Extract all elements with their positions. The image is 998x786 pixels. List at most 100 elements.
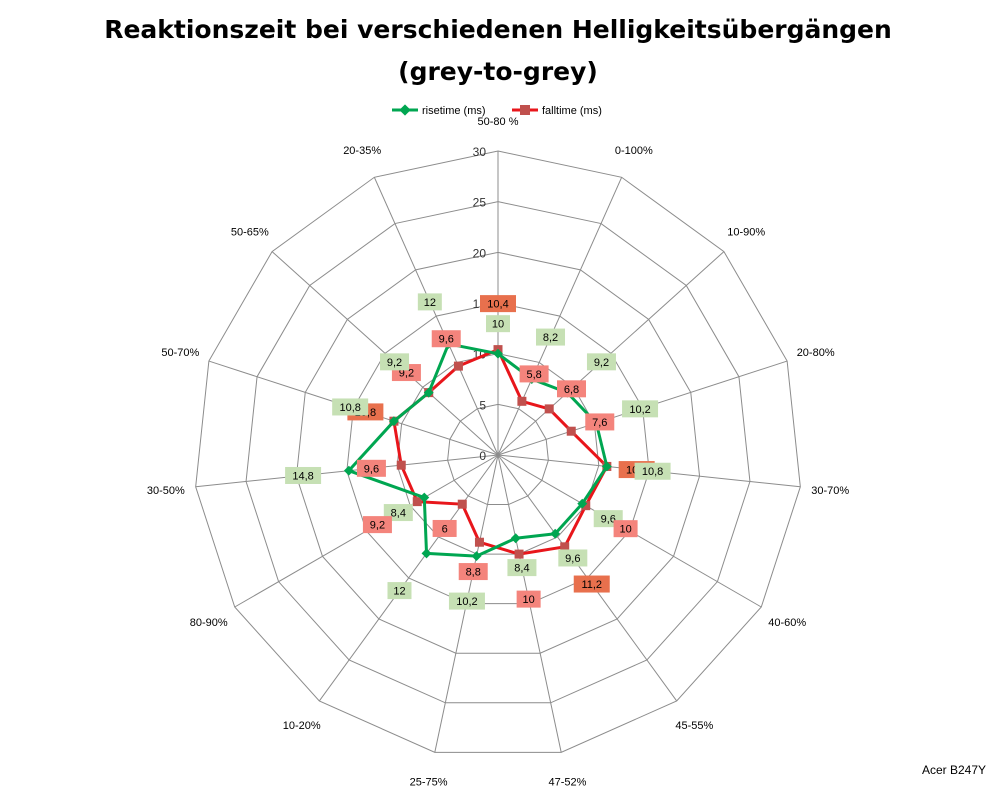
falltime-point [560, 542, 570, 552]
data-label-text: 8,4 [391, 508, 406, 520]
chart-title-line1: Reaktionszeit bei verschiedenen Helligke… [104, 15, 892, 44]
falltime-data-label: 10 [613, 520, 638, 538]
risetime-point [388, 416, 399, 427]
falltime-data-label: 9,6 [431, 330, 461, 348]
data-label-box [507, 559, 537, 577]
data-label-text: 8,8 [466, 567, 481, 579]
data-label-box [519, 365, 549, 383]
series-falltime [389, 345, 612, 559]
risetime-data-label: 14,8 [285, 466, 322, 484]
data-label-box [613, 520, 638, 538]
risetime-point [577, 498, 588, 509]
risetime-data-label: 10,2 [448, 592, 485, 610]
data-label-text: 14,8 [292, 470, 313, 482]
grid-ring [295, 251, 701, 654]
data-label-box [516, 590, 541, 608]
risetime-data-label: 9,6 [558, 549, 588, 567]
risetime-data-label: 9,2 [380, 353, 410, 371]
tick-label: 20 [473, 246, 487, 260]
data-label-text: 9,6 [439, 334, 454, 346]
category-label: 50-80 % [478, 116, 519, 128]
falltime-data-label: 5,8 [519, 365, 549, 383]
legend-falltime-marker [520, 105, 530, 115]
data-label-box [480, 295, 516, 313]
series-layer [343, 338, 612, 562]
data-label-text: 9,2 [399, 368, 414, 380]
data-label-box [380, 353, 410, 371]
grid-ring [447, 403, 549, 506]
category-label: 10-90% [727, 227, 765, 239]
category-label: 20-35% [343, 145, 381, 157]
data-label-text: 6,8 [564, 384, 579, 396]
risetime-point [419, 492, 430, 503]
data-label-text: 9,2 [370, 520, 385, 532]
falltime-point [544, 404, 554, 414]
falltime-point [412, 497, 422, 507]
category-label: 25-75% [410, 777, 448, 786]
risetime-point [550, 528, 561, 539]
risetime-point [601, 461, 612, 472]
risetime-data-label: 12 [417, 293, 442, 311]
tick-label: 30 [473, 145, 487, 159]
risetime-point [343, 465, 354, 476]
category-label: 40-60% [768, 617, 806, 629]
data-label-text: 12 [424, 297, 436, 309]
data-label-box [536, 328, 566, 346]
data-label-box [431, 330, 461, 348]
risetime-data-label: 10,2 [622, 400, 659, 418]
risetime-data-label: 10 [486, 315, 510, 333]
data-label-text: 7,6 [592, 417, 607, 429]
category-label: 45-55% [675, 720, 713, 732]
risetime-data-label: 12 [387, 582, 412, 600]
data-label-box [417, 293, 442, 311]
falltime-data-label: 9,6 [356, 459, 386, 477]
data-label-text: 10,4 [487, 299, 508, 311]
category-labels: 50-80 % 0-100% 10-90% 20-80% 30-70% 40-60% 45-… [147, 116, 849, 786]
risetime-point [471, 551, 482, 562]
data-label-box [586, 353, 616, 371]
data-label-text: 10,2 [629, 404, 650, 416]
data-label-text: 10,8 [642, 466, 663, 478]
risetime-point [423, 387, 434, 398]
data-label-text: 10,8 [339, 402, 360, 414]
data-label-layer: 10 10,4 5,8 8,2 6,8 9,2 7,6 10,2 10,8 10,8 9,6 10 9,… [285, 293, 671, 610]
data-label-text: 10,2 [456, 596, 477, 608]
data-label-text: 9,2 [387, 357, 402, 369]
risetime-point [421, 548, 432, 559]
grid-ring [245, 201, 751, 704]
grid-spoke [318, 454, 499, 702]
tick-label: 5 [479, 398, 486, 412]
grid-ring [346, 302, 650, 605]
data-label-box [285, 466, 322, 484]
risetime-data-label: 8,2 [536, 328, 566, 346]
tick-label: 0 [479, 449, 486, 463]
falltime-point [396, 460, 406, 470]
falltime-data-label: 9,2 [362, 516, 392, 534]
legend-risetime-marker [399, 104, 411, 116]
data-label-box [558, 549, 588, 567]
data-label-box [486, 315, 510, 333]
legend-falltime-label: falltime (ms) [542, 105, 602, 117]
data-label-box [387, 582, 412, 600]
data-label-text: 8,2 [543, 332, 558, 344]
data-label-box [458, 563, 488, 581]
grid-spoke [497, 177, 623, 456]
falltime-point [566, 426, 576, 436]
falltime-data-label: 7,6 [585, 413, 615, 431]
data-label-text: 5,8 [526, 369, 541, 381]
data-label-box [432, 519, 457, 537]
tick-label: 25 [473, 196, 487, 210]
falltime-data-label: 6,8 [557, 380, 587, 398]
legend-risetime-label: risetime (ms) [422, 105, 486, 117]
falltime-data-label: 10 [516, 590, 541, 608]
data-label-box [557, 380, 587, 398]
falltime-point [517, 396, 527, 406]
category-label: 30-50% [147, 485, 185, 497]
grid-ring [195, 150, 801, 753]
data-label-box [634, 462, 671, 480]
data-label-text: 10 [523, 594, 535, 606]
data-label-box [362, 516, 392, 534]
falltime-data-label: 11,2 [573, 575, 610, 593]
